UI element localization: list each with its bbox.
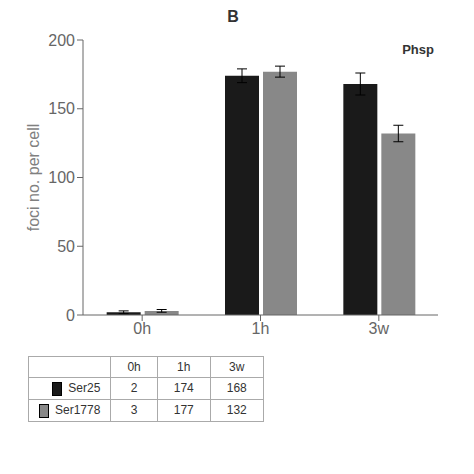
html-text:0h: 0h: [127, 360, 141, 374]
svg-text:1h: 1h: [252, 320, 270, 337]
html-text:168: 168: [226, 381, 247, 396]
html-text:177: 177: [173, 403, 194, 418]
svg-text:100: 100: [48, 169, 75, 186]
html-text:3w: 3w: [229, 360, 245, 374]
html-text:3: 3: [130, 403, 138, 418]
html-text:B: B: [227, 8, 239, 25]
html-text:Ser25: Ser25: [68, 381, 101, 395]
svg-text:0: 0: [66, 307, 75, 324]
html-text:174: 174: [173, 381, 194, 396]
html-text:Ser1778: Ser1778: [55, 402, 101, 417]
svg-text:200: 200: [48, 32, 75, 49]
html-text:1h: 1h: [177, 360, 191, 374]
svg-text:3w: 3w: [369, 320, 390, 337]
svg-text:foci no. per cell: foci no. per cell: [25, 124, 42, 232]
html-text:132: 132: [226, 403, 247, 418]
html-text:Phsp: Phsp: [402, 42, 434, 57]
svg-text:0h: 0h: [133, 320, 151, 337]
html-text:2: 2: [130, 381, 138, 396]
svg-text:50: 50: [57, 238, 75, 255]
svg-text:150: 150: [48, 100, 75, 117]
